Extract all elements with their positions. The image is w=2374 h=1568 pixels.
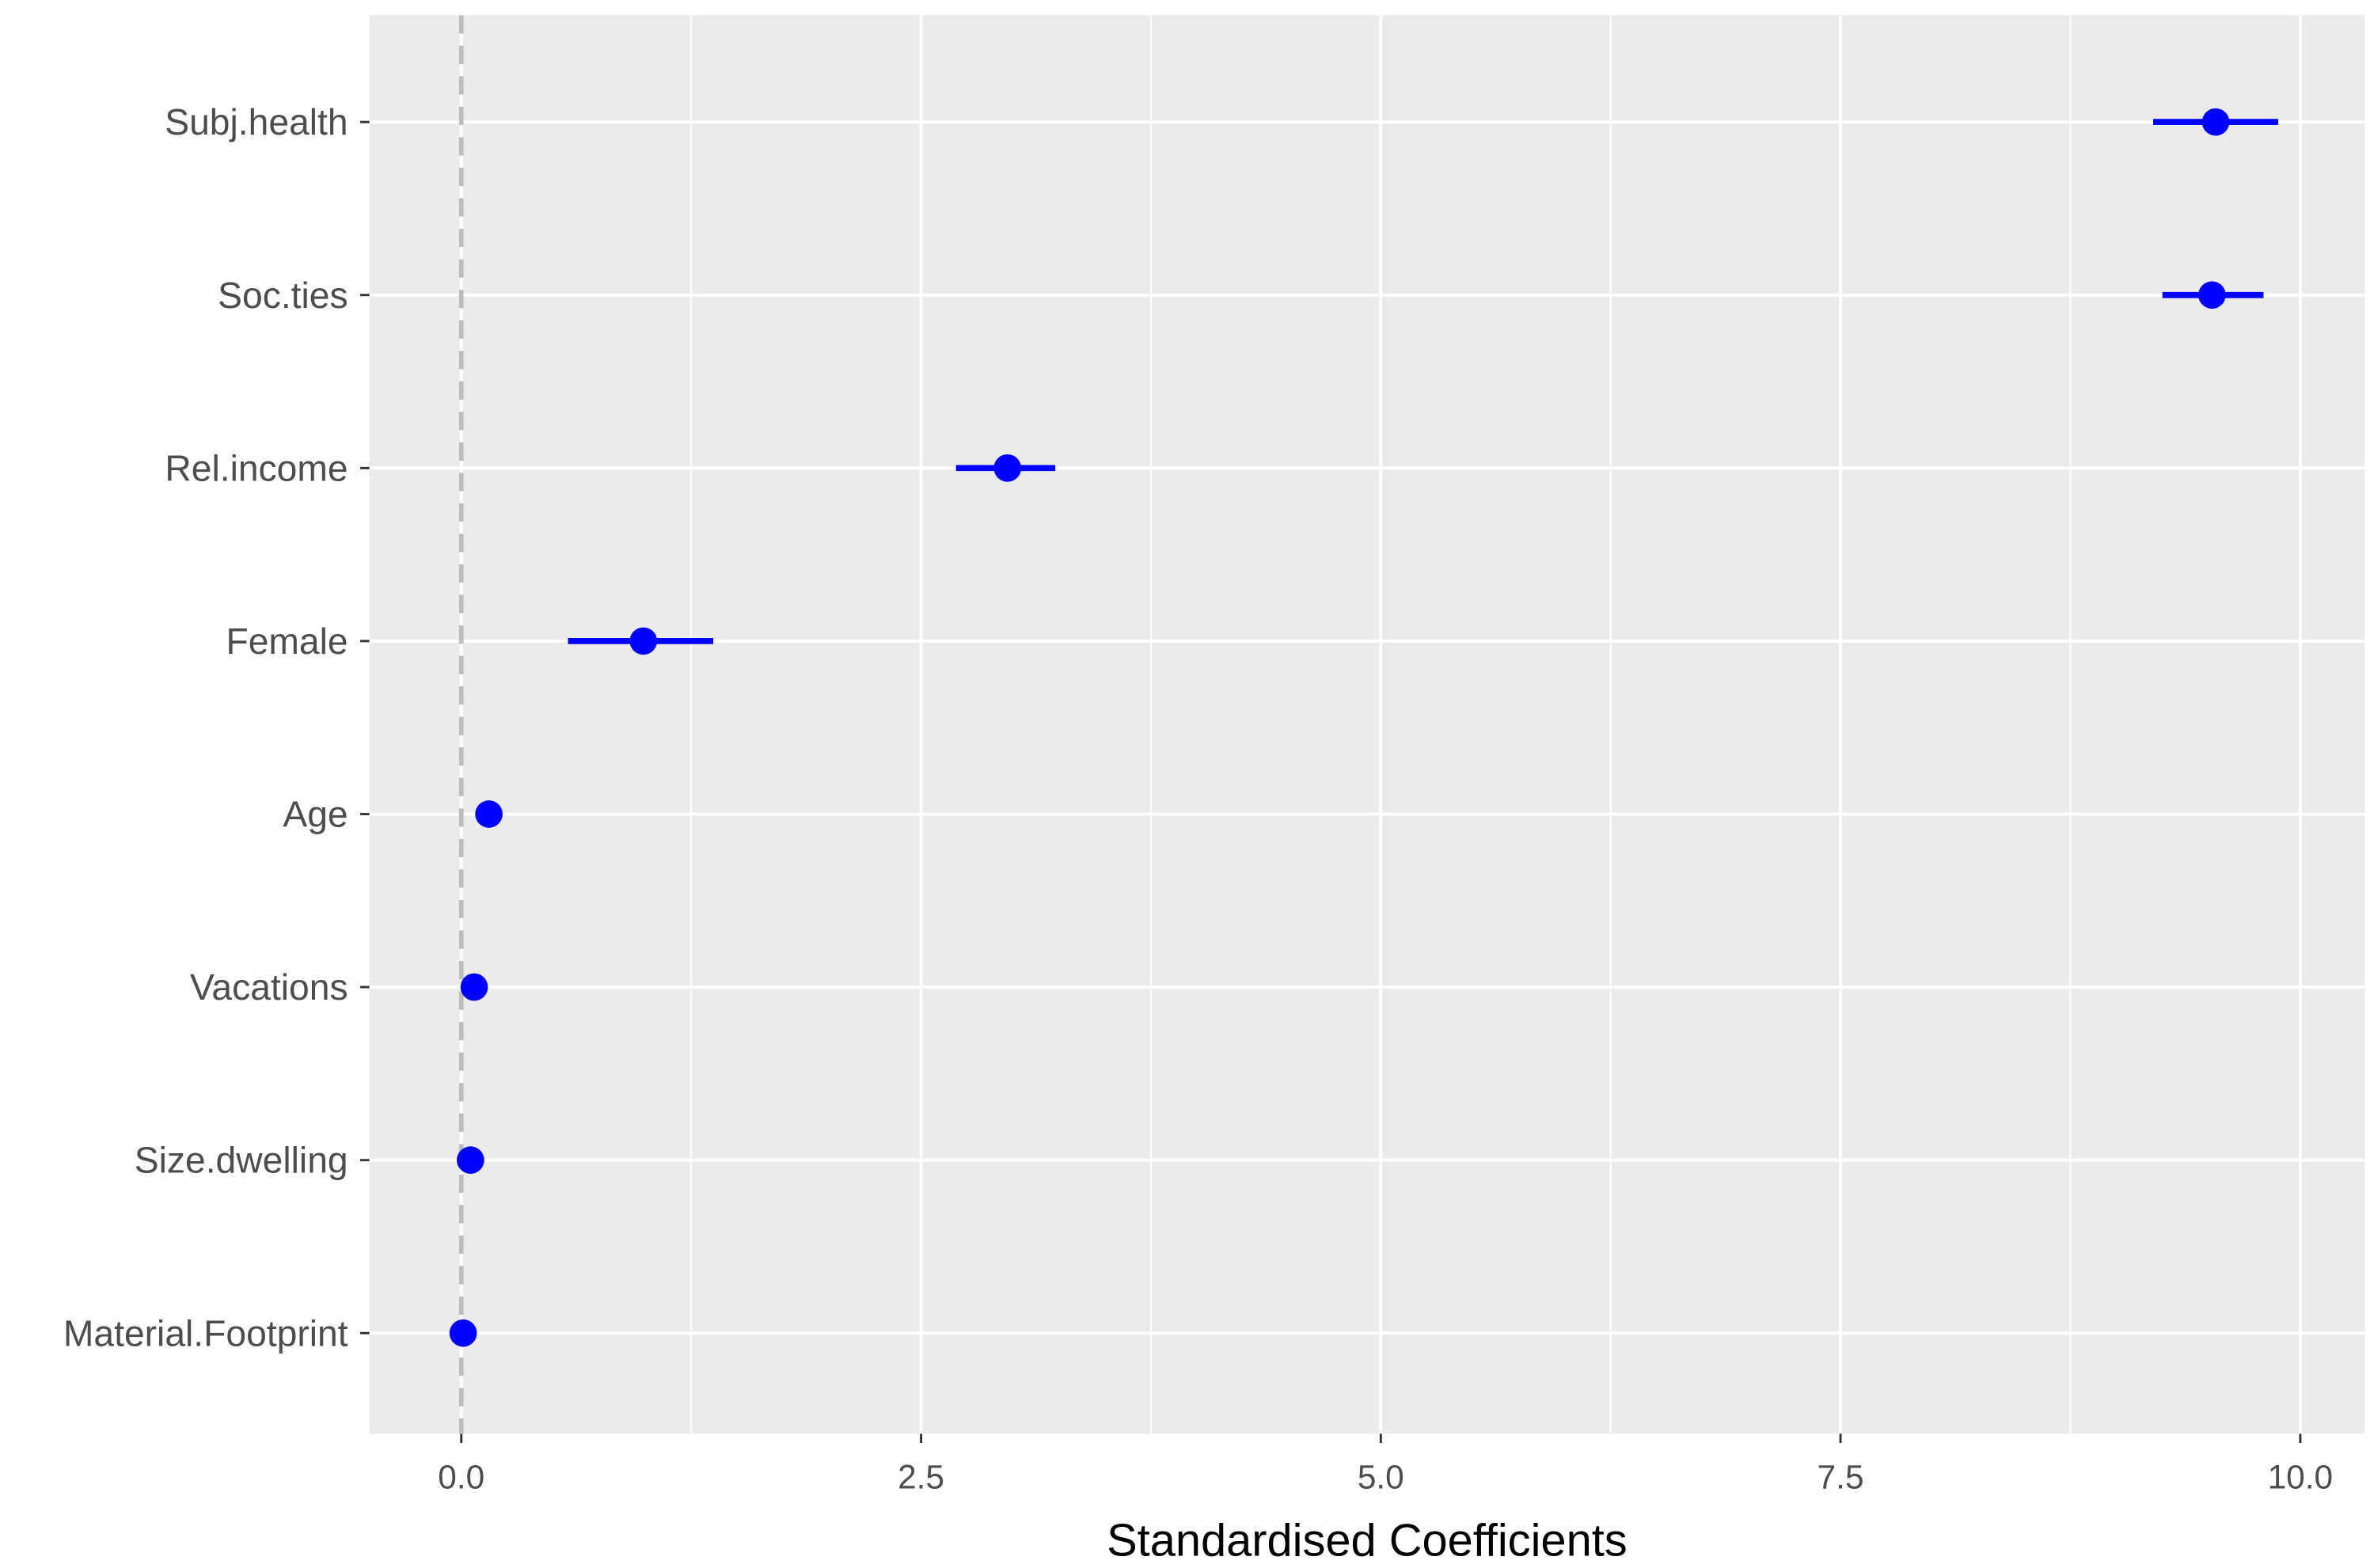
x-tick-label: 2.5 bbox=[898, 1458, 944, 1495]
point bbox=[629, 627, 658, 655]
y-tick-label: Size.dwelling bbox=[135, 1140, 348, 1181]
x-tick-label: 10.0 bbox=[2268, 1458, 2333, 1495]
y-tick-label: Material.Footprint bbox=[63, 1312, 348, 1353]
y-tick-label: Female bbox=[226, 621, 348, 662]
y-tick-label: Vacations bbox=[190, 966, 348, 1008]
point bbox=[449, 1319, 477, 1347]
point bbox=[460, 973, 488, 1001]
x-tick-label: 5.0 bbox=[1358, 1458, 1404, 1495]
x-axis-title: Standardised Coefficients bbox=[1107, 1515, 1628, 1566]
y-tick-label: Rel.income bbox=[165, 447, 348, 488]
panel bbox=[369, 15, 2365, 1434]
x-tick-label: 0.0 bbox=[438, 1458, 484, 1495]
y-tick-label: Subj.health bbox=[165, 101, 348, 142]
x-tick-label: 7.5 bbox=[1818, 1458, 1864, 1495]
point bbox=[2201, 108, 2230, 136]
point bbox=[2198, 281, 2226, 309]
point bbox=[993, 454, 1022, 482]
y-tick-label: Soc.ties bbox=[218, 275, 348, 316]
y-tick-label: Age bbox=[283, 794, 348, 835]
point bbox=[457, 1146, 484, 1174]
point bbox=[475, 800, 503, 828]
